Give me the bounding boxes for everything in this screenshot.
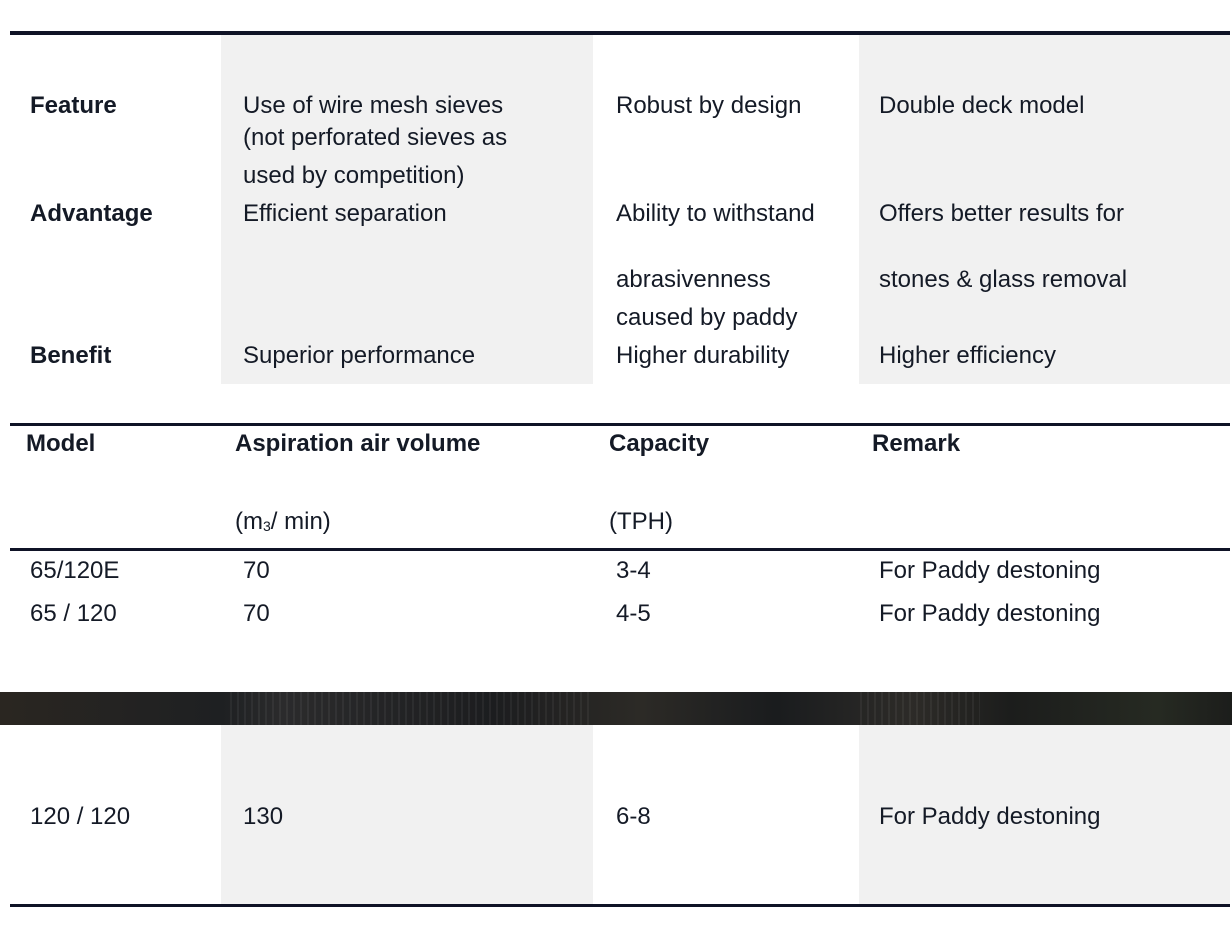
benefit-cell-1: Superior performance (243, 342, 476, 369)
fab-shade-col-1 (221, 34, 593, 384)
advantage-cell-2-line-3: caused by paddy (616, 304, 798, 331)
row-label-advantage: Advantage (30, 200, 153, 227)
spec-header-rule (10, 548, 1230, 551)
header-aspiration-air-volume: Aspiration air volume (235, 430, 481, 457)
benefit-cell-2: Higher durability (616, 342, 790, 369)
fab-shade-col-3 (859, 34, 1230, 384)
spec-shade-col-3 (859, 725, 1230, 905)
row-label-benefit: Benefit (30, 342, 112, 369)
capacity-cell: 3-4 (616, 557, 651, 584)
air-volume-cell: 70 (243, 557, 270, 584)
remark-cell: For Paddy destoning (879, 803, 1101, 830)
photo-strip (0, 692, 1232, 725)
model-cell: 65 / 120 (30, 600, 117, 627)
advantage-cell-2-line-1: Ability to withstand (616, 200, 815, 227)
capacity-cell: 4-5 (616, 600, 651, 627)
remark-cell: For Paddy destoning (879, 557, 1101, 584)
spec-top-rule (10, 423, 1230, 426)
row-label-feature: Feature (30, 92, 117, 119)
air-volume-cell: 130 (243, 803, 284, 830)
model-cell: 65/120E (30, 557, 120, 584)
feature-cell-3: Double deck model (879, 92, 1085, 119)
advantage-cell-3-line-2: stones & glass removal (879, 266, 1128, 293)
capacity-cell: 6-8 (616, 803, 651, 830)
feature-cell-1-line-3: used by competition) (243, 162, 465, 189)
air-volume-cell: 70 (243, 600, 270, 627)
benefit-cell-3: Higher efficiency (879, 342, 1056, 369)
feature-cell-1-line-1: Use of wire mesh sieves (243, 92, 504, 119)
feature-cell-1-line-2: (not perforated sieves as (243, 124, 508, 151)
header-capacity: Capacity (609, 430, 710, 457)
header-air-unit: (m3/ min) (235, 508, 331, 535)
spec-shade-col-1 (221, 725, 593, 905)
feature-cell-2: Robust by design (616, 92, 802, 119)
advantage-cell-3-line-1: Offers better results for (879, 200, 1124, 227)
remark-cell: For Paddy destoning (879, 600, 1101, 627)
advantage-cell-2-line-2: abrasivenness (616, 266, 771, 293)
header-remark: Remark (872, 430, 961, 457)
fab-top-rule (10, 31, 1230, 35)
spec-bottom-rule (10, 904, 1230, 907)
advantage-cell-1: Efficient separation (243, 200, 447, 227)
header-model: Model (26, 430, 96, 457)
model-cell: 120 / 120 (30, 803, 131, 830)
header-capacity-unit: (TPH) (609, 508, 673, 535)
